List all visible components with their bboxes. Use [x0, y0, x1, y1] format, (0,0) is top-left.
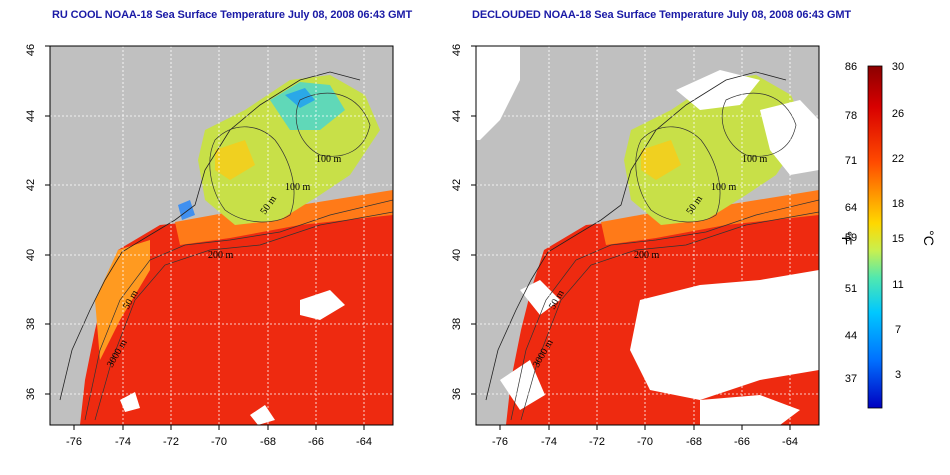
depth-contour: [94, 211, 393, 421]
lon-tick: -68: [260, 436, 276, 448]
panel-1-axes: [45, 45, 365, 430]
cloud-mask: [476, 46, 520, 140]
lat-tick: 42: [25, 179, 37, 191]
lat-tick: 36: [25, 388, 37, 400]
lat-tick: 46: [451, 44, 463, 56]
cloud-patch: [250, 405, 275, 425]
contour-label: 200 m: [634, 250, 660, 261]
lat-tick: 36: [451, 388, 463, 400]
lon-tick: -76: [66, 436, 82, 448]
colorbar: [867, 65, 883, 409]
c-tick: 15: [892, 233, 904, 245]
cloud-mask: [760, 100, 819, 175]
panel-2-lat-labels: 36 38 40 42 44 46: [451, 44, 463, 400]
contour-label: 100 m: [742, 154, 768, 165]
depth-contour: [635, 126, 721, 223]
panel-1-frame: [49, 45, 394, 426]
lat-tick: 40: [451, 249, 463, 261]
lon-tick: -68: [686, 436, 702, 448]
panel-2-title: DECLOUDED NOAA-18 Sea Surface Temperatur…: [472, 9, 852, 21]
lon-tick: -64: [356, 436, 372, 448]
c-tick: 30: [892, 61, 904, 73]
f-tick: 37: [845, 373, 857, 385]
colorbar-f-ticks: 86 78 71 64 59 51 44 37: [845, 61, 857, 385]
celsius-unit: °C: [921, 230, 937, 246]
grid: [50, 46, 393, 425]
f-tick: 86: [845, 61, 857, 73]
cloud-patch: [300, 290, 345, 320]
panel-2-frame: [475, 45, 820, 426]
c-tick: 7: [895, 324, 901, 336]
lon-tick: -72: [589, 436, 605, 448]
lon-tick: -74: [115, 436, 131, 448]
contour-label: 100 m: [711, 182, 737, 193]
panel-1-lat-labels: 36 38 40 42 44 46: [25, 44, 37, 400]
panel-1-lon-labels: -76 -74 -72 -70 -68 -66 -64: [66, 436, 372, 448]
lon-tick: -74: [541, 436, 557, 448]
depth-contour: [84, 199, 393, 421]
cloud-mask: [630, 270, 819, 400]
fahrenheit-unit: °F: [839, 231, 855, 245]
grid: [476, 46, 819, 425]
cold-patch-2: [285, 88, 315, 108]
lat-tick: 44: [451, 110, 463, 122]
lon-tick: -72: [163, 436, 179, 448]
contour-label: 100 m: [316, 154, 342, 165]
contour-label: 100 m: [285, 182, 311, 193]
lat-tick: 40: [25, 249, 37, 261]
f-tick: 51: [845, 283, 857, 295]
lat-tick: 38: [25, 318, 37, 330]
coastline: [485, 71, 787, 401]
f-tick: 78: [845, 110, 857, 122]
f-tick: 44: [845, 330, 857, 342]
cloud-mask: [676, 70, 760, 110]
lat-tick: 46: [25, 44, 37, 56]
depth-contour: [520, 211, 819, 421]
lat-tick: 44: [25, 110, 37, 122]
cloud-mask: [500, 360, 545, 410]
coastline: [59, 71, 361, 401]
c-tick: 18: [892, 198, 904, 210]
depth-contour: [295, 92, 371, 157]
lon-tick: -76: [492, 436, 508, 448]
cloud-patch: [120, 392, 140, 412]
f-tick: 64: [845, 202, 857, 214]
mid-ocean-2: [95, 240, 150, 360]
lon-tick: -70: [211, 436, 227, 448]
c-tick: 3: [895, 369, 901, 381]
lon-tick: -64: [782, 436, 798, 448]
lat-tick: 42: [451, 179, 463, 191]
lon-tick: -66: [734, 436, 750, 448]
cloud-mask: [700, 395, 800, 425]
c-tick: 26: [892, 108, 904, 120]
cloud-mask: [520, 280, 560, 315]
gulf-of-maine: [624, 75, 806, 225]
contour-label: 200 m: [208, 250, 234, 261]
depth-contour: [721, 92, 797, 157]
cool-patch: [215, 140, 255, 180]
depth-contour: [209, 126, 295, 223]
panel-2-map: 100 m 100 m 50 m 200 m 50 m 3000 m: [476, 46, 819, 425]
lat-tick: 38: [451, 318, 463, 330]
lon-tick: -66: [308, 436, 324, 448]
colorbar-c-ticks: 30 26 22 18 15 11 7 3: [892, 61, 904, 381]
cool-patch: [641, 140, 681, 180]
f-tick: 59: [845, 232, 857, 244]
panel-2-lon-labels: -76 -74 -72 -70 -68 -66 -64: [492, 436, 798, 448]
c-tick: 22: [892, 153, 904, 165]
f-tick: 71: [845, 155, 857, 167]
panel-1-title: RU COOL NOAA-18 Sea Surface Temperature …: [52, 9, 413, 21]
depth-contour: [510, 199, 819, 421]
c-tick: 11: [892, 279, 903, 291]
lon-tick: -70: [637, 436, 653, 448]
panel-1-map: 100 m 100 m 50 m 200 m 50 m 3000 m: [50, 46, 393, 425]
panel-2-axes: [471, 45, 791, 430]
